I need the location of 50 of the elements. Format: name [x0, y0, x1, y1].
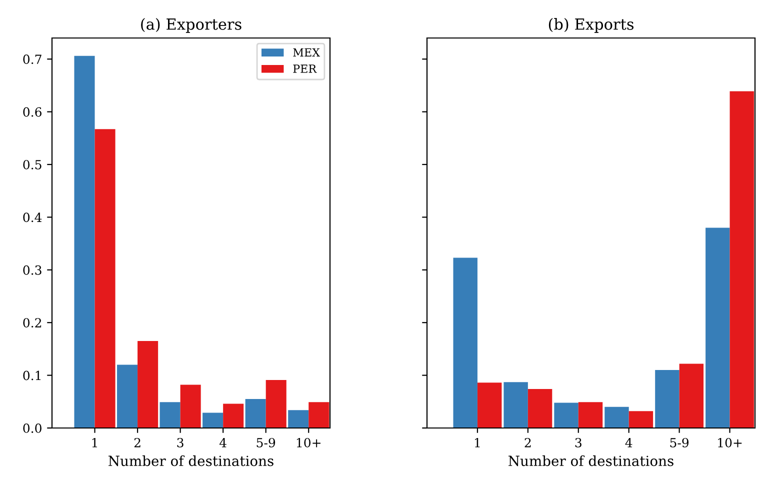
bar [160, 402, 180, 428]
y-tick-label: 0.2 [23, 318, 42, 328]
bar [74, 56, 95, 428]
x-axis-title: Number of destinations [508, 455, 674, 466]
bar [245, 399, 266, 428]
bar [266, 380, 286, 428]
y-tick-label: 0.0 [23, 423, 42, 433]
chart-title: (a) Exporters [141, 18, 242, 33]
bar [528, 389, 552, 428]
x-tick-label: 3 [177, 438, 184, 448]
chart-title: (b) Exports [548, 18, 634, 33]
y-tick-label: 0.6 [23, 107, 42, 117]
bar [308, 402, 330, 428]
bar [477, 382, 502, 428]
x-tick-label: 4 [625, 438, 632, 448]
bar [504, 382, 528, 428]
bar [604, 406, 629, 428]
x-tick-label: 10+ [296, 438, 320, 448]
x-tick-label: 1 [92, 438, 97, 448]
bar [554, 402, 578, 428]
bar [180, 384, 201, 428]
x-tick-label: 1 [475, 438, 480, 448]
y-tick-label: 0.1 [23, 370, 41, 380]
bar [655, 370, 680, 428]
y-tick-label: 0.5 [23, 160, 42, 170]
x-tick-label: 2 [134, 438, 140, 448]
bar [223, 404, 244, 428]
bar [679, 364, 704, 428]
bar [288, 410, 309, 428]
bar [730, 91, 754, 428]
bar [578, 402, 603, 428]
bar [706, 228, 730, 428]
x-tick-label: 10+ [718, 438, 742, 448]
legend-label: PER [293, 64, 317, 73]
x-axis-title: Number of destinations [108, 455, 274, 466]
bar [94, 129, 116, 428]
x-tick-label: 5-9 [256, 438, 276, 448]
y-tick-label: 0.4 [23, 212, 42, 222]
x-tick-label: 5-9 [670, 438, 689, 448]
y-tick-label: 0.7 [23, 54, 42, 64]
bar [202, 412, 224, 428]
y-tick-label: 0.3 [23, 265, 42, 275]
x-tick-label: 2 [524, 438, 531, 448]
bar [117, 364, 138, 428]
x-tick-label: 3 [575, 438, 582, 448]
legend-label: MEX [293, 48, 320, 56]
bar [628, 411, 654, 428]
bar [453, 258, 478, 428]
x-tick-label: 4 [219, 438, 226, 448]
bar [138, 341, 158, 428]
